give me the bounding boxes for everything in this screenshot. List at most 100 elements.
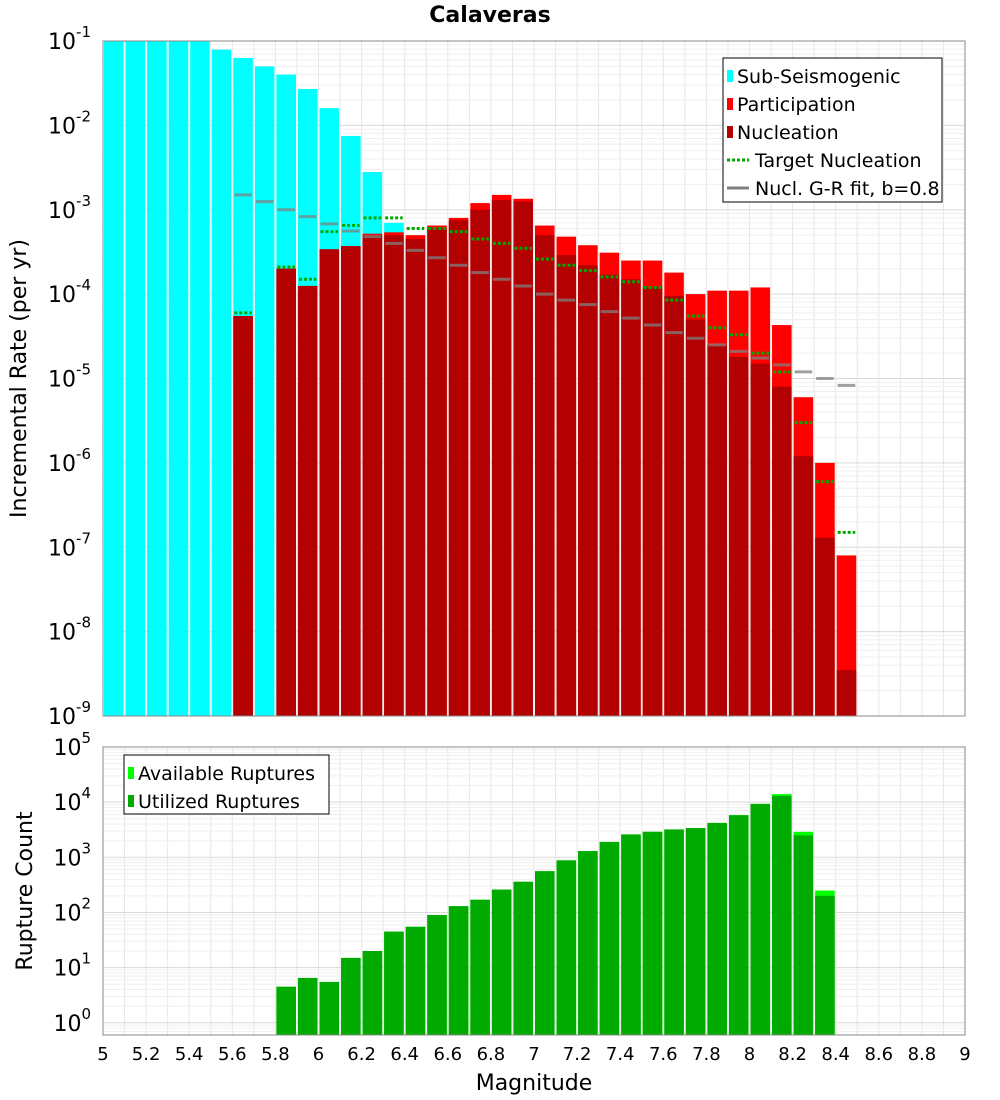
x-tick-label: 7.8 [692,1044,721,1065]
top-y-axis-label: Incremental Rate (per yr) [7,239,32,518]
bar-utilized-ruptures [341,957,361,1035]
bar-sub-seismogenic [211,49,232,717]
x-tick-label: 5.8 [261,1044,290,1065]
x-tick-label: 8.2 [778,1044,807,1065]
bar-utilized-ruptures [750,803,771,1035]
x-tick-label: 9 [959,1044,970,1065]
bottom-plot-frame [102,746,966,1036]
bar-sub-seismogenic [104,41,124,716]
bottom-gridlines [102,747,966,1036]
x-tick-label: 7.2 [563,1044,592,1065]
bar-utilized-ruptures [685,827,706,1035]
x-tick-label: 8 [744,1044,755,1065]
bar-nucleation [599,274,620,716]
legend-label-nucleation: Nucleation [737,122,839,144]
bar-utilized-ruptures [664,829,684,1035]
bar-nucleation [750,363,771,716]
y-tick-label: 102 [53,894,91,926]
bottom-panel: 100 101 102 103 104 105 Rupture Count Availab… [13,729,966,1037]
bar-utilized-ruptures [793,835,814,1035]
bar-utilized-ruptures [384,931,404,1035]
legend-swatch-nucleation [727,126,733,138]
x-tick-label: 7.4 [606,1044,635,1065]
legend-box [123,754,330,815]
bar-nucleation [297,285,318,716]
legend-label-available-ruptures: Available Ruptures [138,763,315,785]
bar-nucleation [341,246,361,716]
x-tick-label: 7 [528,1044,539,1065]
bottom-legend: Available Ruptures Utilized Ruptures [123,754,330,815]
bar-nucleation [815,537,835,716]
bottom-y-tick-labels: 100 101 102 103 104 105 [53,729,91,1037]
x-tick-label: 6.2 [347,1044,376,1065]
top-y-tick-labels: 10-9 10-8 10-7 10-6 10-5 10-4 10-3 10-2 10-1 [48,23,91,730]
bar-nucleation [836,670,857,716]
bar-nucleation [427,228,447,716]
legend-swatch-sub-seismogenic [727,70,733,82]
bottom-bars [276,794,835,1035]
bar-nucleation [578,265,598,716]
bar-nucleation [276,268,296,716]
bar-sub-seismogenic [125,41,146,716]
legend-swatch-utilized-ruptures [128,795,134,807]
bar-utilized-ruptures [707,822,727,1035]
bar-nucleation [448,220,469,717]
x-tick-label: 8.8 [908,1044,937,1065]
y-tick-label: 10-9 [48,698,91,730]
bar-utilized-ruptures [535,871,555,1035]
bar-nucleation [556,255,577,716]
bar-nucleation [362,235,383,716]
bar-nucleation [728,356,749,716]
bar-nucleation [664,296,684,716]
bar-nucleation [491,200,512,716]
legend-label-sub-seismogenic: Sub-Seismogenic [737,66,901,88]
y-tick-label: 10-7 [48,529,91,561]
top-panel: 10-9 10-8 10-7 10-6 10-5 10-4 10-3 10-2 10-1 Inc… [7,23,966,730]
legend-label-target-nucleation: Target Nucleation [754,150,922,172]
bar-sub-seismogenic [190,41,210,716]
top-bars [104,41,857,717]
x-tick-label: 5.4 [175,1044,204,1065]
y-tick-label: 101 [53,950,91,982]
bar-nucleation [470,209,490,716]
bar-utilized-ruptures [297,977,318,1035]
bar-utilized-ruptures [556,860,577,1035]
bar-utilized-ruptures [578,851,598,1035]
bar-nucleation [535,235,555,716]
bar-utilized-ruptures [470,899,490,1035]
bar-nucleation [233,316,253,716]
legend-swatch-participation [727,98,733,110]
bar-utilized-ruptures [772,795,792,1035]
bar-nucleation [405,239,426,716]
bar-nucleation [384,235,404,716]
y-tick-label: 10-3 [48,192,91,224]
legend-label-nucl-g-r-fit-b-0-8: Nucl. G-R fit, b=0.8 [755,178,940,200]
bar-utilized-ruptures [448,906,469,1035]
bar-sub-seismogenic [168,41,189,716]
bar-nucleation [772,386,792,716]
y-tick-label: 105 [53,729,91,761]
bar-utilized-ruptures [513,881,533,1035]
x-axis-label: Magnitude [476,1071,593,1096]
x-tick-label: 5.2 [132,1044,161,1065]
x-tick-label: 8.6 [864,1044,893,1065]
bar-sub-seismogenic [147,41,167,716]
x-tick-label: 6 [313,1044,324,1065]
y-tick-label: 10-5 [48,361,91,393]
top-plot-frame [102,40,966,717]
bar-utilized-ruptures [276,986,296,1035]
y-tick-label: 10-4 [48,276,91,308]
bar-utilized-ruptures [599,841,620,1035]
bar-utilized-ruptures [491,889,512,1035]
y-tick-label: 100 [53,1005,91,1037]
bar-utilized-ruptures [319,981,340,1035]
bar-nucleation [621,279,641,716]
bar-nucleation [642,287,663,716]
legend-box [722,57,943,203]
x-tick-label: 6.6 [433,1044,462,1065]
x-tick-label: 5.6 [218,1044,247,1065]
y-tick-label: 10-6 [48,445,91,477]
bar-utilized-ruptures [427,914,447,1035]
bar-utilized-ruptures [815,895,835,1035]
